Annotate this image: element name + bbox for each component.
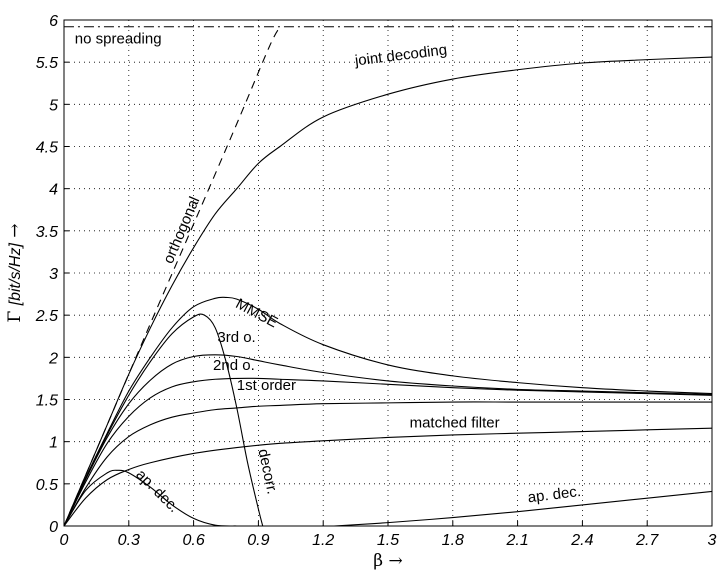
series-lines — [63, 26, 713, 527]
series-line-3rd-o — [63, 354, 713, 527]
x-tick-label: 0.6 — [182, 532, 204, 549]
curve-label-joint-decoding: joint decoding — [353, 41, 448, 69]
y-tick-label: 0 — [49, 519, 58, 536]
curve-label-ap-dec: ap. dec. — [527, 483, 582, 506]
y-tick-label: 0.5 — [36, 477, 58, 494]
curve-label-mmse: MMSE — [233, 295, 281, 331]
curve-label-matched-filter: matched filter — [410, 414, 500, 431]
y-tick-label: 1.5 — [36, 393, 58, 410]
x-axis-label: β → — [373, 551, 402, 571]
x-tick-label: 3 — [708, 532, 717, 549]
axis-ticks: 0 0.3 0.6 0.9 1.2 1.5 1.8 2.1 2.4 2.7 3 0 0.5 1 1.5 2 2.… — [35, 13, 717, 549]
x-tick-label: 1.2 — [312, 532, 334, 549]
x-tick-label: 2.7 — [635, 532, 659, 549]
curve-label-1st-order: 1st order — [237, 377, 296, 394]
y-tick-label: 4.5 — [36, 140, 58, 157]
series-line-2nd-o — [63, 377, 713, 527]
x-tick-label: 0.9 — [247, 532, 269, 549]
curve-label-3rd-o: 3rd o. — [217, 329, 255, 346]
curve-label-orthogonal: orthogonal — [160, 194, 203, 266]
x-tick-label: 1.5 — [377, 532, 399, 549]
x-tick-label: 0 — [60, 532, 69, 549]
curve-label-2nd-o: 2nd o. — [213, 357, 255, 374]
x-tick-label: 0.3 — [118, 532, 140, 549]
grid-lines — [64, 20, 712, 526]
y-tick-label: 1 — [49, 435, 58, 452]
y-tick-label: 2.5 — [35, 308, 58, 325]
y-axis-unit: [bit/s/Hz] — [7, 243, 24, 307]
curve-label-no-spreading: no spreading — [75, 31, 162, 48]
y-axis-arrow: → — [5, 223, 25, 237]
x-tick-label: 1.8 — [442, 532, 464, 549]
series-line-ap-dec — [63, 469, 237, 527]
y-tick-label: 5 — [49, 97, 58, 114]
y-tick-label: 4 — [49, 182, 58, 199]
x-tick-label: 2.1 — [505, 532, 528, 549]
series-line-ap-dec — [333, 490, 713, 527]
curve-label-ap-dec: ap. dec. — [132, 466, 182, 516]
y-axis-symbol: Γ — [5, 311, 25, 323]
y-tick-label: 3 — [49, 266, 58, 283]
series-line-1st-order — [63, 401, 712, 527]
x-tick-label: 2.4 — [570, 532, 593, 549]
series-line-decorr — [63, 313, 264, 527]
series-line-joint-decoding — [63, 56, 713, 527]
y-axis-label: Γ [bit/s/Hz] → — [5, 223, 25, 322]
curve-labels: no spreading joint decoding orthogonal MMSE… — [75, 31, 582, 516]
y-tick-label: 2 — [48, 350, 58, 367]
curve-label-decorr: decorr. — [254, 447, 280, 495]
series-line-matched-filter — [63, 427, 713, 527]
y-tick-label: 6 — [49, 13, 58, 30]
y-tick-label: 5.5 — [36, 55, 58, 72]
series-line-mmse — [63, 296, 713, 527]
y-tick-label: 3.5 — [36, 224, 58, 241]
